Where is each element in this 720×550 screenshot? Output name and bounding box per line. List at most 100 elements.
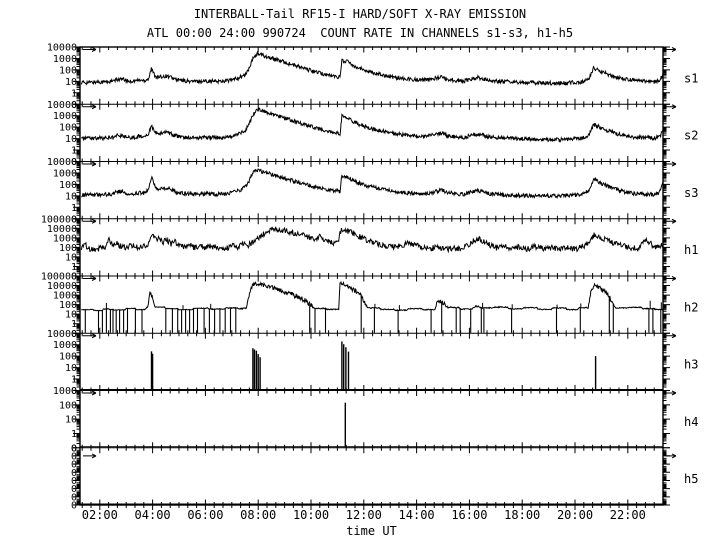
y-tick-label-h5: 0 — [71, 492, 77, 503]
y-tick-label-s3: 10000 — [47, 157, 77, 168]
channel-label-h4: h4 — [684, 415, 698, 429]
y-tick-label-h4: 0 — [71, 443, 77, 454]
y-tick-label-h2: 10000 — [47, 281, 77, 292]
y-tick-label-h1: 100000 — [41, 214, 77, 225]
x-tick-label: 20:00 — [557, 508, 593, 522]
trace-h1 — [80, 226, 664, 254]
chart-subtitle: ATL 00:00 24:00 990724 COUNT RATE IN CHA… — [146, 26, 574, 40]
x-tick-label: 08:00 — [240, 508, 276, 522]
axis-ticks-h1 — [73, 218, 670, 277]
trace-h2 — [81, 280, 664, 312]
trace-s3 — [81, 168, 664, 200]
axis-ticks-s1 — [73, 46, 670, 105]
y-tick-label-s1: 10 — [65, 77, 77, 88]
range-arrow-icon — [83, 218, 677, 224]
y-tick-label-h5: 0 — [71, 460, 77, 471]
y-tick-label-h1: 10000 — [47, 224, 77, 235]
y-tick-label-h3: 10 — [65, 363, 77, 374]
y-tick-label-s2: 0 — [71, 157, 77, 168]
y-tick-label-h1: 10 — [65, 252, 77, 263]
range-arrow-icon — [83, 333, 677, 339]
y-tick-label-h1: 1 — [71, 262, 77, 273]
x-tick-label: 12:00 — [346, 508, 382, 522]
y-tick-label-h5: 0 — [71, 468, 77, 479]
y-tick-label-s3: 1 — [71, 203, 77, 214]
y-tick-label-h3: 0 — [71, 386, 77, 397]
channel-label-h3: h3 — [684, 358, 698, 372]
y-tick-label-h5: 0 — [71, 476, 77, 487]
y-tick-label-s1: 1000 — [53, 54, 77, 65]
y-tick-label-s2: 10 — [65, 134, 77, 145]
y-tick-label-h1: 100 — [59, 243, 77, 254]
y-tick-label-s2: 1 — [71, 146, 77, 157]
trace-s2 — [81, 107, 664, 143]
y-tick-label-h5: 0 — [71, 484, 77, 495]
axis-ticks-h2 — [73, 275, 670, 334]
y-tick-label-s3: 10 — [65, 191, 77, 202]
x-tick-label: 16:00 — [451, 508, 487, 522]
y-tick-label-s1: 100 — [59, 65, 77, 76]
y-tick-label-s2: 10000 — [47, 100, 77, 111]
y-tick-label-h5: 0 — [71, 451, 77, 462]
dropout-lines-h2 — [84, 296, 662, 333]
x-tick-label: 06:00 — [187, 508, 223, 522]
y-tick-label-h2: 1000 — [53, 291, 77, 302]
y-tick-label-s3: 1000 — [53, 168, 77, 179]
x-tick-label: 14:00 — [399, 508, 435, 522]
y-tick-label-h2: 100 — [59, 300, 77, 311]
x-tick-label: 22:00 — [610, 508, 646, 522]
axis-ticks-h4 — [73, 390, 670, 449]
channel-label-s2: s2 — [684, 129, 698, 143]
x-tick-label: 10:00 — [293, 508, 329, 522]
y-tick-label-h4: 10 — [65, 415, 77, 426]
x-tick-label: 02:00 — [82, 508, 118, 522]
range-arrow-icon — [83, 161, 677, 167]
y-tick-label-h3: 100 — [59, 352, 77, 363]
y-tick-label-s1: 0 — [71, 100, 77, 111]
range-arrow-icon — [83, 104, 677, 110]
y-tick-label-s1: 10000 — [47, 43, 77, 54]
x-tick-label: 04:00 — [135, 508, 171, 522]
y-tick-label-h4: 1000 — [53, 386, 77, 397]
range-arrow-icon — [83, 47, 677, 52]
y-tick-label-s3: 100 — [59, 180, 77, 191]
y-tick-label-h4: 1 — [71, 429, 77, 440]
x-tick-label: 18:00 — [504, 508, 540, 522]
channel-label-h5: h5 — [684, 472, 698, 486]
y-tick-label-s3: 0 — [71, 214, 77, 225]
upspike-lines-h2 — [105, 297, 662, 311]
y-tick-label-h4: 100 — [59, 400, 77, 411]
y-tick-label-h3: 1000 — [53, 340, 77, 351]
y-tick-label-s1: 1 — [71, 88, 77, 99]
channel-label-h2: h2 — [684, 300, 698, 314]
chart-title: INTERBALL-Tail RF15-I HARD/SOFT X-RAY EM… — [193, 7, 527, 21]
axis-ticks-h5 — [73, 447, 670, 510]
range-arrow-icon — [83, 276, 677, 281]
trace-s1 — [80, 50, 664, 87]
channel-label-s3: s3 — [684, 186, 698, 200]
y-tick-label-h1: 1000 — [53, 233, 77, 244]
y-tick-label-s2: 1000 — [53, 111, 77, 122]
y-tick-label-h5: 0 — [71, 501, 77, 512]
y-tick-label-h2: 100000 — [41, 272, 77, 283]
channel-label-h1: h1 — [684, 243, 698, 257]
y-tick-label-h5: 0 — [71, 443, 77, 454]
range-arrow-icon — [83, 390, 677, 396]
y-tick-label-h2: 1 — [71, 319, 77, 330]
y-tick-label-h3: 10000 — [47, 329, 77, 340]
axis-ticks-s2 — [73, 103, 670, 162]
x-axis-title: time UT — [346, 524, 397, 538]
channel-label-s1: s1 — [684, 71, 698, 85]
y-tick-label-s2: 100 — [59, 123, 77, 134]
y-tick-label-h3: 1 — [71, 375, 77, 386]
plot-frame — [79, 46, 664, 506]
y-tick-label-h1: 0 — [71, 272, 77, 283]
